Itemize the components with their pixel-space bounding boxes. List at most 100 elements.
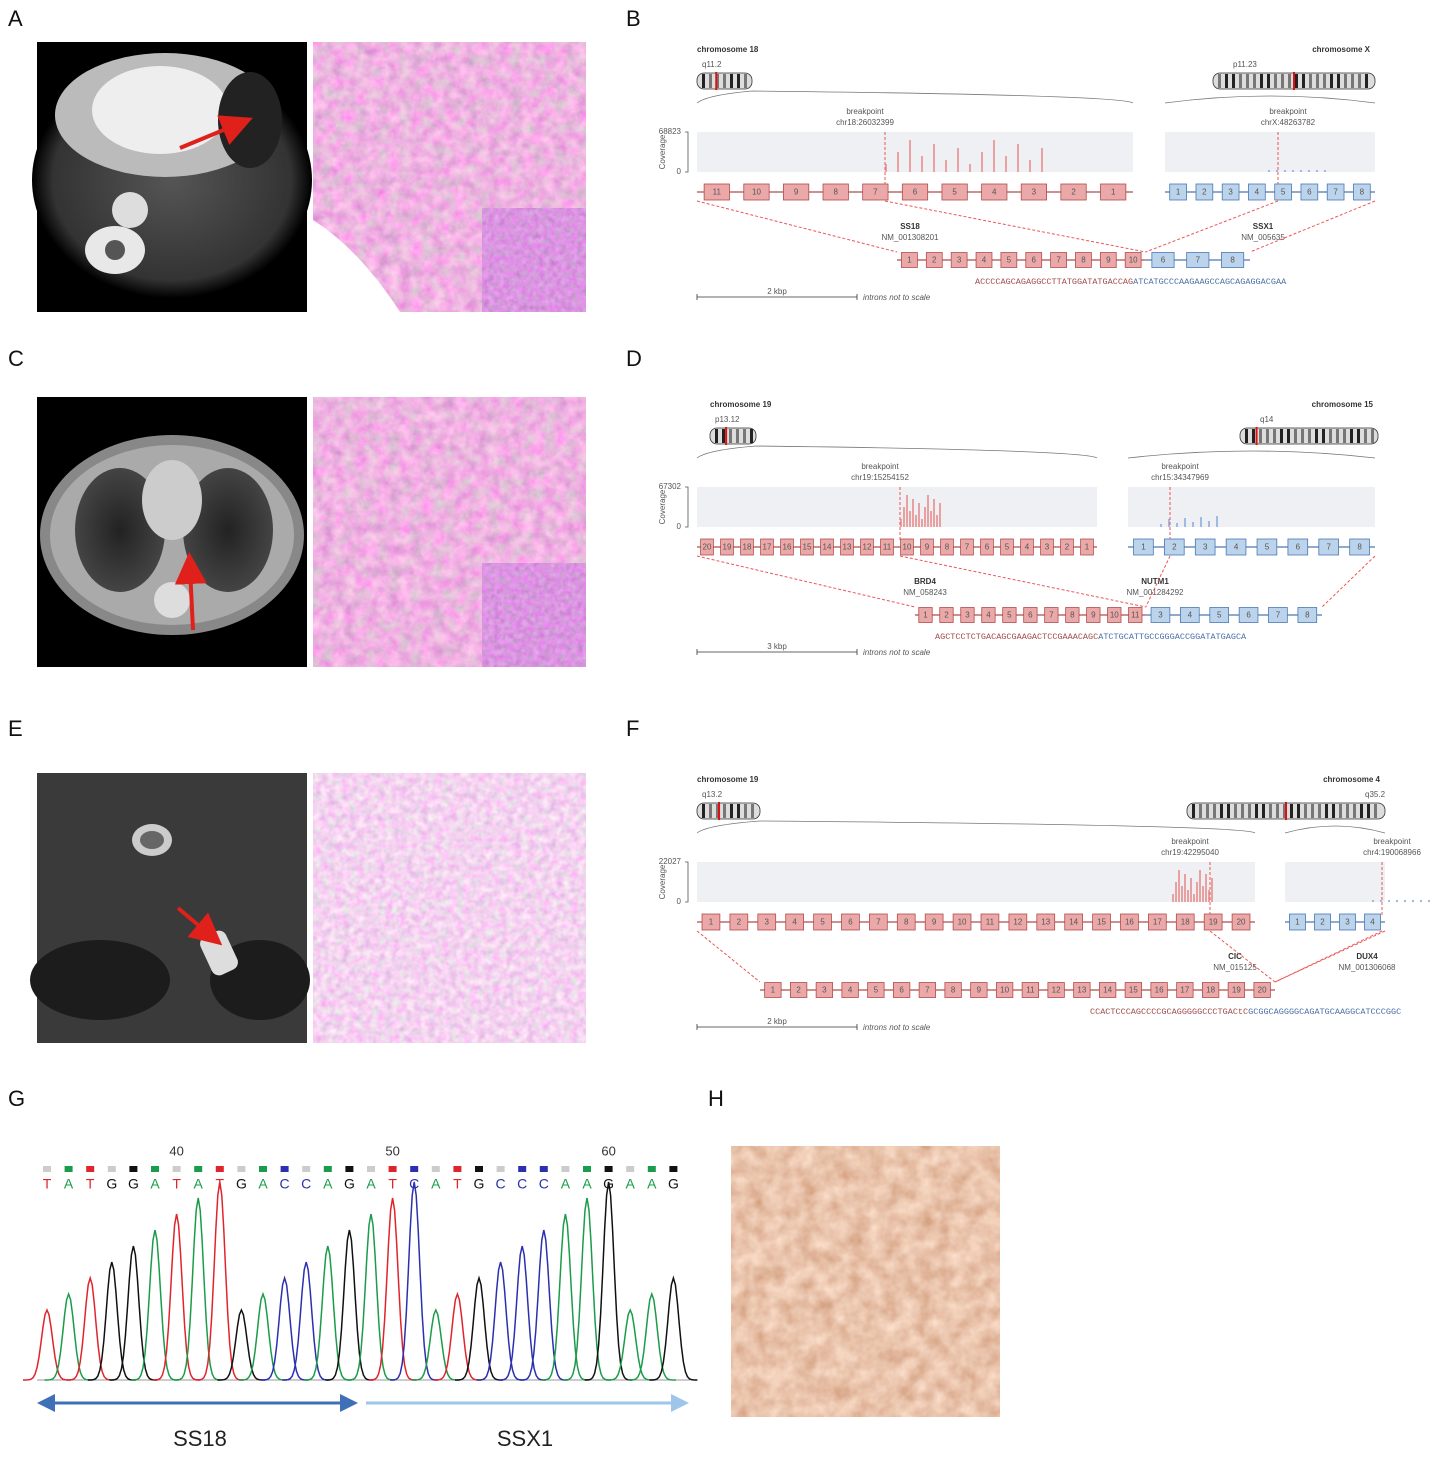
coverage-bar (1029, 160, 1031, 172)
exon (975, 252, 993, 268)
exon (1253, 982, 1271, 998)
coverage-axis-label: Coverage (658, 864, 667, 899)
ideogram-band (1337, 74, 1340, 88)
coverage-bar (912, 499, 914, 527)
coverage-panel (1165, 132, 1375, 172)
exon (1000, 538, 1014, 556)
ideogram-band (715, 429, 718, 443)
exon (995, 982, 1014, 998)
ideogram-band (744, 74, 747, 88)
exon (1151, 252, 1175, 268)
exon (901, 183, 929, 201)
trace-peak (498, 1245, 547, 1381)
exon-number: 10 (958, 918, 967, 927)
position-label: 60 (601, 1143, 615, 1158)
exon-number: 2 (1202, 188, 1207, 197)
exon (1099, 252, 1117, 268)
base-call: G (128, 1176, 139, 1192)
gene-name: DUX4 (1356, 952, 1378, 961)
trace-peak (584, 1181, 633, 1381)
chromosome-label: chromosome 15 (1312, 400, 1374, 409)
exon-number: 9 (1091, 611, 1096, 620)
exon (1203, 913, 1223, 931)
exon (952, 913, 972, 931)
base-call: C (280, 1176, 290, 1192)
exon (1194, 538, 1216, 556)
exon-number: 2 (1320, 918, 1325, 927)
gene-name: NUTM1 (1141, 577, 1169, 586)
position-label: 40 (169, 1143, 183, 1158)
ideogram-band (1290, 804, 1293, 818)
coverage-axis (685, 131, 689, 173)
band-label: p11.23 (1233, 60, 1257, 69)
coverage-bar (1284, 170, 1286, 172)
coverage-bar (930, 511, 932, 527)
exon-number: 19 (1209, 918, 1218, 927)
exon-number: 5 (1007, 611, 1012, 620)
band-label: p13.12 (715, 415, 740, 424)
coverage-bar (915, 515, 917, 527)
exon (1073, 982, 1091, 998)
base-call: A (366, 1176, 376, 1192)
coverage-axis (685, 486, 689, 528)
base-call: A (258, 1176, 268, 1192)
coverage-bar (1172, 894, 1174, 902)
gene-name: BRD4 (914, 577, 936, 586)
coverage-axis (685, 861, 689, 903)
exon-number: 2 (932, 256, 937, 265)
quality-box (583, 1166, 591, 1172)
ideogram-band (1260, 74, 1263, 88)
ideogram-band (750, 429, 753, 443)
coverage-bar (1168, 519, 1170, 527)
coverage-bar (1184, 874, 1186, 902)
ideogram-band (1309, 74, 1312, 88)
exon-number: 17 (1180, 986, 1189, 995)
panel-label: B (626, 6, 641, 31)
projection-line (1249, 200, 1376, 253)
ideogram-band (1273, 429, 1276, 443)
coverage-bar (1428, 900, 1430, 902)
zoom-brace (1284, 825, 1386, 834)
coverage-bar (933, 144, 935, 172)
coverage-bar (939, 503, 941, 527)
exon-number: 11 (1026, 986, 1035, 995)
exon-number: 6 (1028, 611, 1033, 620)
exon (701, 913, 721, 931)
trace-peak (411, 1308, 460, 1381)
exon-number: 5 (874, 986, 879, 995)
exon (1020, 183, 1047, 201)
ct-image-a (32, 42, 312, 312)
coverage-panel (1128, 487, 1375, 527)
exon (1040, 538, 1054, 556)
exon-number: 6 (1307, 188, 1312, 197)
exon-number: 16 (1155, 986, 1164, 995)
junction-sequence: ACCCCAGCAGAGGCCTTATGGATATGACCAGATCATGCCC… (975, 277, 1287, 287)
exon (1175, 913, 1195, 931)
exon-number: 11 (883, 543, 892, 552)
exon-number: 3 (965, 611, 970, 620)
exon (1221, 183, 1240, 201)
exon-number: 11 (986, 918, 995, 927)
exon-number: 8 (834, 188, 839, 197)
ideogram-band (1330, 74, 1333, 88)
band-label: q14 (1260, 415, 1274, 424)
exon-number: 5 (1007, 256, 1012, 265)
ideogram-band (1259, 429, 1262, 443)
coverage-panel (697, 487, 1097, 527)
breakpoint-label: breakpoint (846, 107, 884, 116)
panel-label: D (626, 346, 642, 371)
exon-number: 15 (1129, 986, 1138, 995)
ideogram-band (1316, 74, 1319, 88)
breakpoint-position: chr19:15254152 (851, 473, 909, 482)
trace-peak (368, 1197, 417, 1381)
exon (1318, 538, 1339, 556)
coverage-bar (1268, 170, 1270, 172)
coverage-axis-label: Coverage (658, 134, 667, 169)
ideogram-band (1367, 804, 1370, 818)
exon (1186, 252, 1210, 268)
exon (783, 183, 810, 201)
projection-line (1274, 930, 1386, 983)
coverage-bar (1160, 524, 1162, 527)
ideogram-band (751, 804, 754, 818)
exon (841, 913, 860, 931)
